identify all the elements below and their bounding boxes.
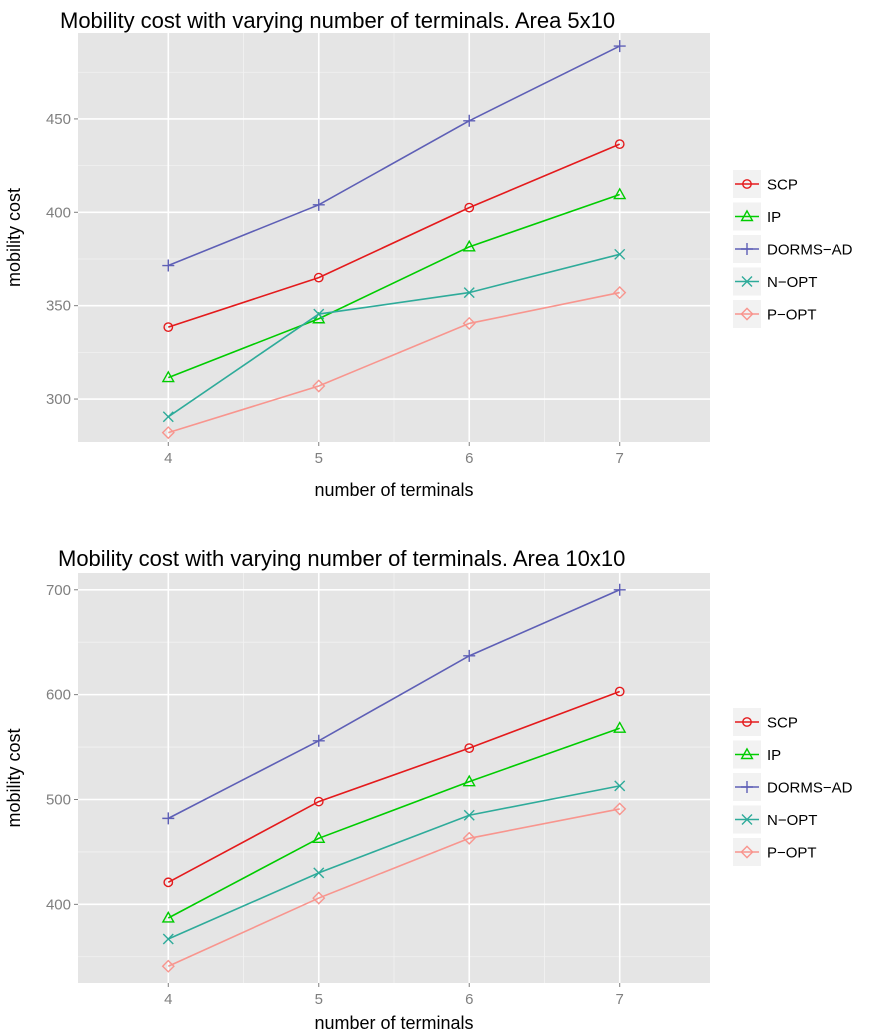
data-point-diamond [312,379,326,393]
chart-1: 300 350 400 450 4 5 6 7 Mobility cost with varyi… [4,8,853,500]
data-point-circle [163,877,174,888]
data-point-triangle [161,910,175,923]
legend-label: DORMS−AD [767,242,853,259]
data-point-circle [163,322,174,333]
legend-key-x [741,814,753,825]
chart-title: Mobility cost with varying number of ter… [60,8,615,33]
y-tick-label: 400 [46,896,71,913]
data-point-diamond [613,802,627,816]
legend-key-triangle [740,747,754,760]
legend-key-diamond [740,307,754,321]
x-axis-title: number of terminals [314,480,473,500]
data-point-x [162,411,174,423]
legend-label: IP [767,747,781,764]
data-point-plus [312,198,325,211]
data-point-circle [614,139,625,150]
x-tick-label: 5 [315,450,323,467]
y-tick-label: 300 [46,391,71,408]
data-point-circle [614,686,625,697]
data-point-circle [464,743,475,754]
legend-label: IP [767,209,781,226]
data-point-plus [613,40,626,53]
series-line-diamond [167,808,620,967]
data-point-triangle [312,311,326,324]
data-point-plus [463,649,476,662]
y-axis-title: mobility cost [4,728,24,827]
y-tick-label: 450 [46,111,71,128]
data-point-triangle [312,831,326,843]
data-point-x [162,933,174,945]
data-point-diamond [312,891,326,905]
data-point-plus [463,114,476,127]
data-point-x [463,809,475,821]
data-point-diamond [462,831,476,845]
x-tick-label: 7 [616,450,624,467]
data-point-plus [312,734,325,747]
legend-key-plus [741,243,753,255]
series-line-circle [168,143,621,328]
y-tick-label: 700 [46,582,71,599]
legend-label: N−OPT [767,812,817,829]
data-point-x [313,867,325,879]
legend-key-circle [742,717,752,727]
series-line-circle [167,690,620,884]
data-point-circle [313,796,324,807]
legend: SCP IP DORMS−AD N−OPT P−OPT [733,170,853,328]
series-line-plus [167,45,621,267]
data-point-x [313,308,325,320]
y-tick-label: 350 [46,298,71,315]
legend-label: N−OPT [767,274,817,291]
series-line-diamond [168,291,620,434]
x-tick-label: 7 [616,991,624,1008]
y-tick-label: 600 [46,687,71,704]
legend-key-plus [741,781,753,793]
data-point-triangle [613,187,627,200]
data-point-triangle [161,370,175,383]
legend-key-x [741,276,753,287]
x-tick-label: 6 [465,450,473,467]
legend-label: DORMS−AD [767,780,853,797]
legend-label: P−OPT [767,845,817,862]
data-point-diamond [161,959,175,973]
legend-key-circle [742,179,752,189]
x-tick-label: 4 [164,450,172,467]
legend-label: SCP [767,177,798,194]
y-tick-label: 500 [46,791,71,808]
data-point-diamond [462,316,476,330]
series-line-x [167,785,620,940]
data-point-plus [162,259,175,272]
x-tick-label: 4 [164,991,172,1008]
series-line-plus [167,589,621,820]
chart-title: Mobility cost with varying number of ter… [58,546,625,571]
series-line-triangle [167,193,620,379]
data-point-circle [313,272,324,283]
x-tick-label: 5 [315,991,323,1008]
data-point-diamond [613,286,627,300]
data-point-plus [162,812,175,825]
data-point-diamond [161,426,175,440]
y-tick-label: 400 [46,204,71,221]
data-point-triangle [613,721,627,733]
data-point-x [614,780,626,792]
data-point-triangle [462,239,476,252]
series-line-x [167,253,620,418]
legend-key-triangle [740,209,754,222]
legend-key-diamond [740,845,754,859]
y-axis-title: mobility cost [4,188,24,287]
data-point-circle [464,202,475,213]
data-point-x [614,248,626,260]
legend-label: P−OPT [767,307,817,324]
data-point-plus [613,583,626,596]
legend: SCP IP DORMS−AD N−OPT P−OPT [733,708,853,866]
data-point-triangle [462,774,476,787]
data-point-x [463,287,475,299]
chart-2: 400 500 600 700 4 5 6 7 Mobility cost with varyi… [4,546,853,1033]
x-axis-title: number of terminals [314,1013,473,1033]
legend-label: SCP [767,715,798,732]
x-tick-label: 6 [465,991,473,1008]
series-line-triangle [167,727,620,919]
